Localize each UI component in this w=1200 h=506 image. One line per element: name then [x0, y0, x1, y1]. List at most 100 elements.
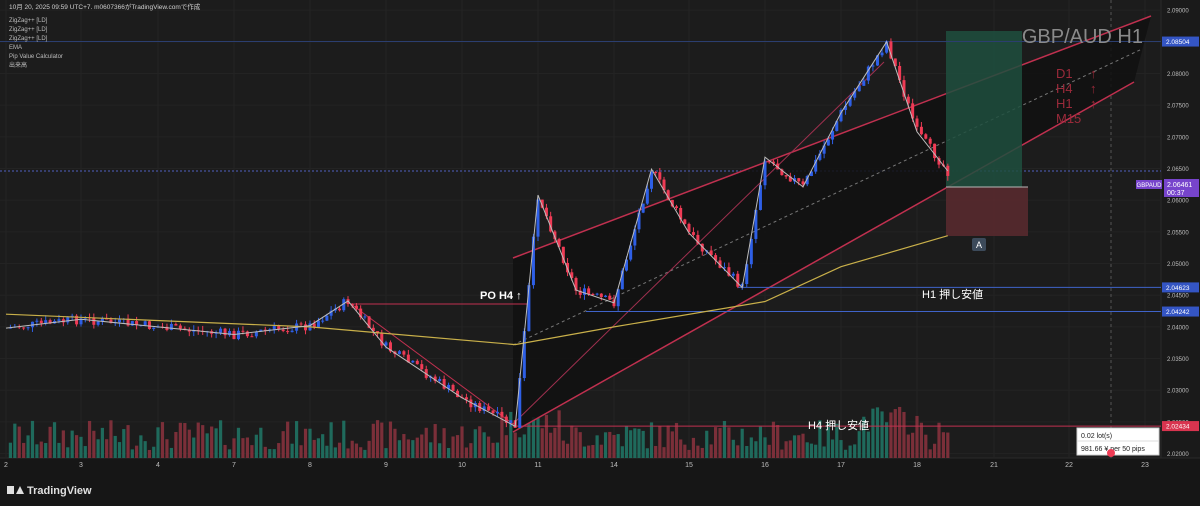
trend-labels: D1 ↑ H4 ↑ H1 ↑ M15 [1056, 66, 1097, 126]
profit-zone[interactable] [946, 31, 1022, 187]
candle-body [608, 295, 612, 300]
time-axis-tick: 2 [4, 462, 8, 469]
time-axis-tick: 9 [384, 462, 388, 469]
volume-bar [350, 440, 354, 458]
volume-bar [893, 409, 897, 458]
volume-bar [61, 430, 65, 458]
volume-bar [139, 435, 143, 458]
volume-bar [337, 442, 342, 458]
volume-bar [645, 448, 649, 458]
decline-line [350, 303, 514, 425]
brand-name[interactable]: TradingView [27, 485, 92, 497]
candle-body [911, 103, 915, 119]
volume-bar [451, 436, 455, 458]
time-axis-tick: 17 [837, 462, 845, 469]
candle-body [367, 316, 371, 328]
volume-bar [130, 449, 134, 458]
candle-body [187, 329, 191, 332]
candle-body [754, 209, 758, 239]
candle-body [844, 105, 848, 110]
candle-body [801, 181, 805, 185]
marker-a-badge[interactable] [972, 238, 986, 251]
candle-body [415, 360, 419, 365]
volume-bar [52, 422, 57, 458]
candle-body [902, 80, 906, 97]
symbol-tag [1136, 180, 1162, 189]
candle-body [147, 321, 151, 329]
volume-bar [44, 443, 48, 458]
volume-bar [624, 426, 629, 458]
volume-bar [424, 427, 428, 458]
volume-bar [809, 443, 814, 458]
volume-bar [105, 439, 109, 458]
candle-body [637, 212, 641, 230]
volume-bar [696, 445, 700, 458]
volume-bar [946, 432, 950, 458]
volume-bar [406, 439, 410, 458]
volume-bar [227, 449, 232, 458]
candle-body [241, 330, 245, 332]
price-axis-tick: 2.07500 [1167, 104, 1189, 110]
candle-body [438, 378, 442, 382]
candle-body [937, 158, 941, 165]
volume-bar [792, 435, 797, 458]
candle-body [527, 285, 531, 332]
candle-body [388, 342, 392, 352]
candle-body [758, 185, 762, 210]
volume-bar [504, 435, 508, 458]
volume-bar [113, 435, 117, 458]
volume-bar [92, 430, 96, 458]
price-tags: 2.08504 2.04623 2.04242 2.02434 [1162, 36, 1199, 432]
volume-bar [582, 446, 587, 458]
volume-bar [201, 425, 205, 458]
volume-bar [822, 446, 826, 458]
volume-bar [754, 441, 758, 458]
candle-body [924, 134, 928, 139]
candle-body [384, 342, 388, 346]
candle-body [731, 273, 735, 276]
volume-bar [22, 442, 26, 458]
volume-bar [500, 416, 504, 458]
price-axis[interactable] [1161, 0, 1200, 458]
candle-body [442, 378, 446, 389]
candle-body [745, 264, 749, 284]
candle-body [662, 179, 666, 191]
candle-body [522, 331, 526, 379]
candle-body [771, 161, 775, 164]
candle-body [553, 231, 557, 240]
price-tag [1162, 36, 1199, 47]
volume-bar [321, 434, 325, 458]
volume-bar [165, 439, 169, 458]
volume-bar [915, 415, 919, 458]
volume-bar [911, 432, 915, 458]
volume-bar [603, 432, 608, 458]
volume-bar [544, 414, 549, 458]
volume-bar [96, 439, 100, 458]
volume-bar [587, 445, 591, 458]
indicator-item: EMA [9, 45, 22, 51]
volume-bar [156, 427, 160, 458]
volume-bar [763, 437, 767, 458]
candle-body [767, 161, 771, 163]
candle-body [722, 267, 726, 269]
price-axis-tick: 2.05000 [1167, 262, 1189, 268]
volume-bar [705, 430, 709, 458]
price-axis-tick: 2.04500 [1167, 294, 1189, 300]
candle-body [531, 236, 535, 286]
candle-body [299, 323, 303, 325]
volume-bar [438, 443, 442, 458]
loss-zone[interactable] [946, 187, 1028, 236]
candle-body [214, 332, 218, 334]
volume-bar [290, 443, 294, 458]
candle-body [933, 143, 937, 159]
volume-bar [830, 439, 835, 458]
volume-bar [722, 420, 727, 458]
candle-body [143, 321, 147, 326]
volume-bar [714, 427, 718, 458]
indicator-item: 出来高 [9, 61, 27, 69]
candle-body [259, 329, 263, 332]
candle-body [61, 319, 65, 323]
alert-icon[interactable] [1107, 449, 1115, 457]
volume-bar [83, 446, 87, 458]
